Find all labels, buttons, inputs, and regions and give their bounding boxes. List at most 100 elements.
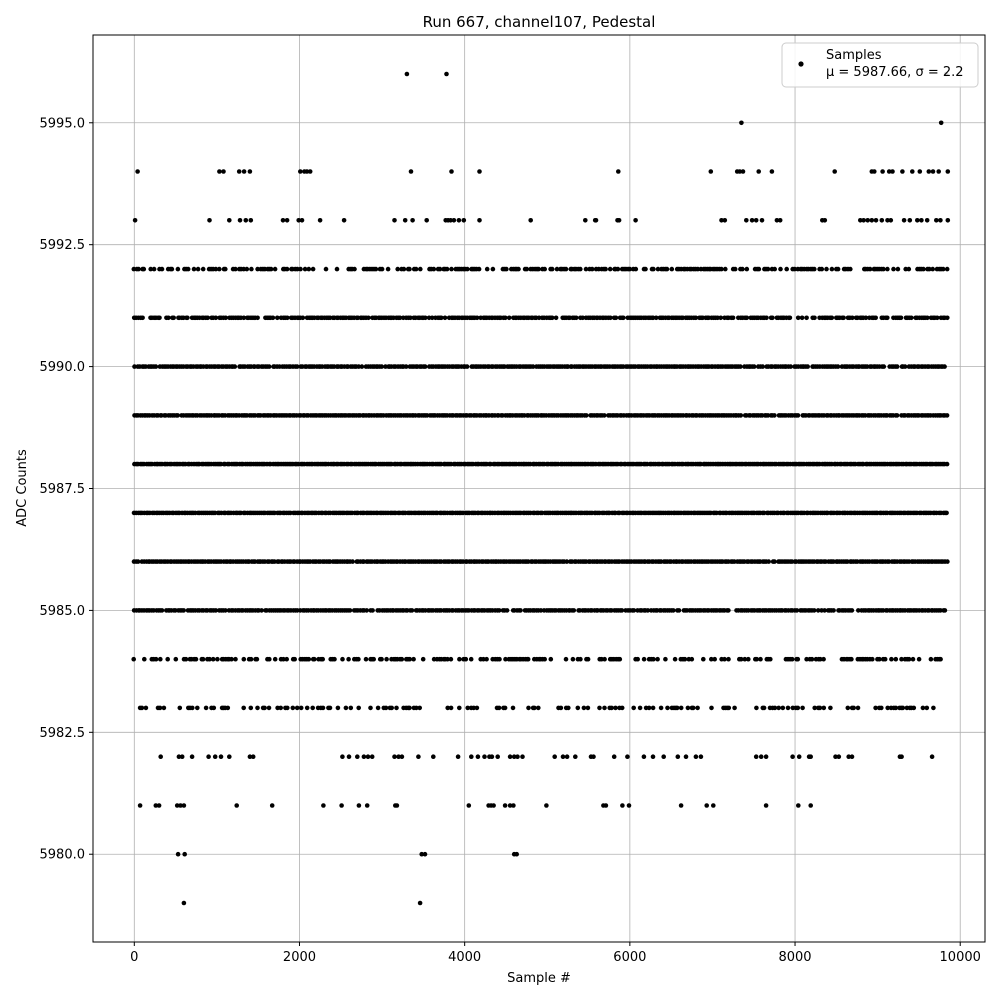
data-point	[457, 705, 462, 711]
data-point	[536, 266, 541, 272]
data-point	[738, 364, 743, 369]
data-point	[835, 266, 841, 272]
data-point	[356, 705, 362, 711]
data-point	[142, 656, 147, 662]
data-point	[413, 266, 419, 272]
data-point	[881, 364, 887, 369]
data-point	[402, 218, 408, 223]
data-point	[693, 754, 699, 759]
data-point	[195, 266, 201, 272]
data-point	[148, 266, 153, 272]
data-point	[607, 266, 613, 272]
data-point	[889, 656, 894, 662]
data-point	[464, 364, 470, 369]
data-point	[267, 656, 272, 662]
data-point	[927, 266, 932, 272]
data-point	[179, 754, 185, 759]
y-tick-label: 5987.5	[40, 482, 86, 497]
data-point	[296, 218, 302, 223]
data-point	[726, 705, 732, 711]
data-point	[491, 803, 496, 808]
data-point	[442, 315, 448, 321]
data-point	[739, 120, 744, 126]
data-point	[397, 315, 403, 321]
data-point	[754, 656, 759, 662]
data-point	[938, 218, 943, 223]
data-point	[765, 266, 771, 272]
data-point	[232, 364, 238, 369]
data-point	[410, 218, 415, 223]
data-point	[631, 705, 636, 711]
data-point	[938, 120, 944, 126]
data-point	[153, 803, 159, 808]
data-point	[942, 608, 948, 613]
data-point	[804, 315, 809, 321]
data-point	[615, 266, 621, 272]
data-point	[299, 218, 305, 223]
data-point	[310, 266, 316, 272]
data-point	[744, 266, 750, 272]
data-point	[627, 266, 633, 272]
data-point	[346, 656, 351, 662]
data-point	[221, 169, 226, 174]
data-point	[919, 218, 924, 223]
data-point	[334, 266, 340, 272]
data-point	[726, 608, 731, 613]
data-point	[457, 656, 462, 662]
data-point	[885, 266, 890, 272]
data-point	[175, 851, 181, 857]
data-point	[780, 705, 786, 711]
data-point	[159, 608, 165, 613]
data-point	[616, 218, 622, 223]
data-point	[674, 705, 680, 711]
data-point	[886, 169, 892, 174]
data-point	[800, 705, 805, 711]
data-point	[683, 754, 689, 759]
data-point	[248, 656, 254, 662]
data-point	[207, 656, 212, 662]
data-point	[626, 803, 632, 808]
data-point	[772, 559, 777, 564]
data-point	[759, 218, 765, 223]
data-point	[217, 266, 222, 272]
data-point	[821, 705, 827, 711]
data-point	[407, 705, 412, 711]
data-point	[266, 364, 272, 369]
data-point	[611, 754, 617, 759]
data-point	[243, 218, 249, 223]
data-point	[711, 803, 716, 808]
data-point	[185, 315, 190, 321]
data-point	[131, 656, 136, 662]
data-point	[444, 266, 450, 272]
data-point	[578, 656, 583, 662]
data-point	[846, 754, 851, 759]
data-point	[815, 608, 821, 613]
data-point	[796, 803, 801, 808]
data-point	[909, 315, 914, 321]
data-point	[751, 364, 757, 369]
data-point	[906, 266, 912, 272]
data-point	[740, 169, 746, 174]
data-point	[389, 705, 395, 711]
data-point	[808, 754, 813, 759]
data-point	[888, 218, 894, 223]
data-point	[218, 754, 224, 759]
data-point	[936, 169, 941, 174]
data-point	[135, 559, 141, 564]
data-point	[496, 705, 502, 711]
data-point	[881, 266, 886, 272]
data-point	[136, 266, 141, 272]
data-point	[158, 754, 163, 759]
data-point	[284, 656, 290, 662]
data-point	[394, 803, 400, 808]
data-point	[307, 169, 313, 174]
data-point	[893, 656, 899, 662]
data-point	[161, 705, 167, 711]
data-point	[215, 656, 220, 662]
data-point	[312, 656, 317, 662]
data-point	[650, 754, 656, 759]
data-point	[332, 656, 337, 662]
data-point	[651, 266, 656, 272]
data-point	[796, 754, 802, 759]
data-point	[898, 315, 904, 321]
